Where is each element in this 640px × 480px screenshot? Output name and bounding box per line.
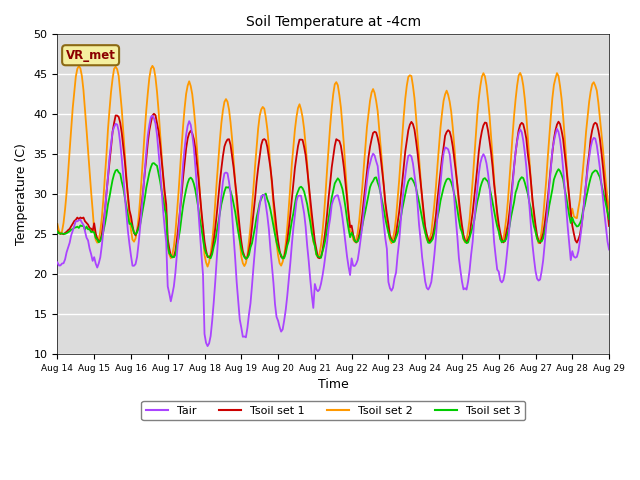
Legend: Tair, Tsoil set 1, Tsoil set 2, Tsoil set 3: Tair, Tsoil set 1, Tsoil set 2, Tsoil se… <box>141 401 525 420</box>
Tair <box>605 247 613 252</box>
Tair <box>204 343 211 349</box>
Tsoil set 3 <box>54 228 61 234</box>
Tair <box>541 241 548 247</box>
Tair <box>401 173 409 179</box>
X-axis label: Time: Time <box>318 378 349 391</box>
Tsoil set 1 <box>54 228 61 233</box>
Tsoil set 2 <box>371 90 378 96</box>
Tsoil set 1 <box>158 157 166 163</box>
Tair <box>54 260 61 265</box>
Tair <box>148 113 156 119</box>
Text: VR_met: VR_met <box>66 49 116 62</box>
Tsoil set 1 <box>150 111 158 117</box>
Tsoil set 3 <box>401 192 409 197</box>
Tair <box>389 285 397 290</box>
Tsoil set 3 <box>150 160 158 166</box>
Tsoil set 3 <box>605 216 613 222</box>
Line: Tsoil set 3: Tsoil set 3 <box>58 163 609 259</box>
Tsoil set 3 <box>242 256 250 262</box>
Tsoil set 1 <box>242 256 250 262</box>
Tsoil set 2 <box>148 63 156 69</box>
Tair <box>69 228 77 234</box>
Line: Tsoil set 2: Tsoil set 2 <box>58 66 609 266</box>
Tsoil set 1 <box>401 149 409 155</box>
Tsoil set 2 <box>204 264 211 269</box>
Tsoil set 1 <box>389 239 397 245</box>
Tsoil set 2 <box>401 96 409 102</box>
Tsoil set 3 <box>371 175 378 181</box>
Line: Tair: Tair <box>58 116 609 346</box>
Tsoil set 1 <box>541 221 548 227</box>
Tsoil set 2 <box>389 236 397 241</box>
Y-axis label: Temperature (C): Temperature (C) <box>15 144 28 245</box>
Tsoil set 2 <box>158 151 166 157</box>
Tsoil set 1 <box>69 221 77 227</box>
Tair <box>158 187 166 192</box>
Tsoil set 2 <box>69 105 77 111</box>
Tsoil set 2 <box>605 206 613 212</box>
Tsoil set 3 <box>541 228 548 234</box>
Title: Soil Temperature at -4cm: Soil Temperature at -4cm <box>246 15 420 29</box>
Line: Tsoil set 1: Tsoil set 1 <box>58 114 609 259</box>
Tsoil set 1 <box>371 129 378 135</box>
Tair <box>371 153 378 158</box>
Tsoil set 3 <box>158 188 166 193</box>
Tsoil set 2 <box>54 221 61 227</box>
Tsoil set 1 <box>605 223 613 229</box>
Tsoil set 3 <box>389 240 397 245</box>
Tsoil set 3 <box>69 226 77 232</box>
Tsoil set 2 <box>541 196 548 202</box>
